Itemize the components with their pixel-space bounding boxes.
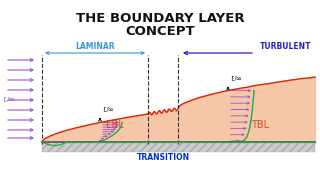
Bar	[42, 142, 315, 152]
Text: THE BOUNDARY LAYER: THE BOUNDARY LAYER	[76, 12, 244, 25]
Text: CONCEPT: CONCEPT	[125, 25, 195, 38]
Text: LBL: LBL	[106, 120, 124, 130]
Text: U∞: U∞	[2, 96, 15, 104]
Text: TURBULENT: TURBULENT	[260, 42, 311, 51]
Text: LAMINAR: LAMINAR	[75, 42, 115, 51]
Bar	[42, 142, 315, 152]
Text: TRANSITION: TRANSITION	[136, 154, 189, 163]
Text: U∞: U∞	[102, 105, 114, 114]
Text: U∞: U∞	[230, 75, 242, 83]
Text: TBL: TBL	[251, 120, 269, 130]
